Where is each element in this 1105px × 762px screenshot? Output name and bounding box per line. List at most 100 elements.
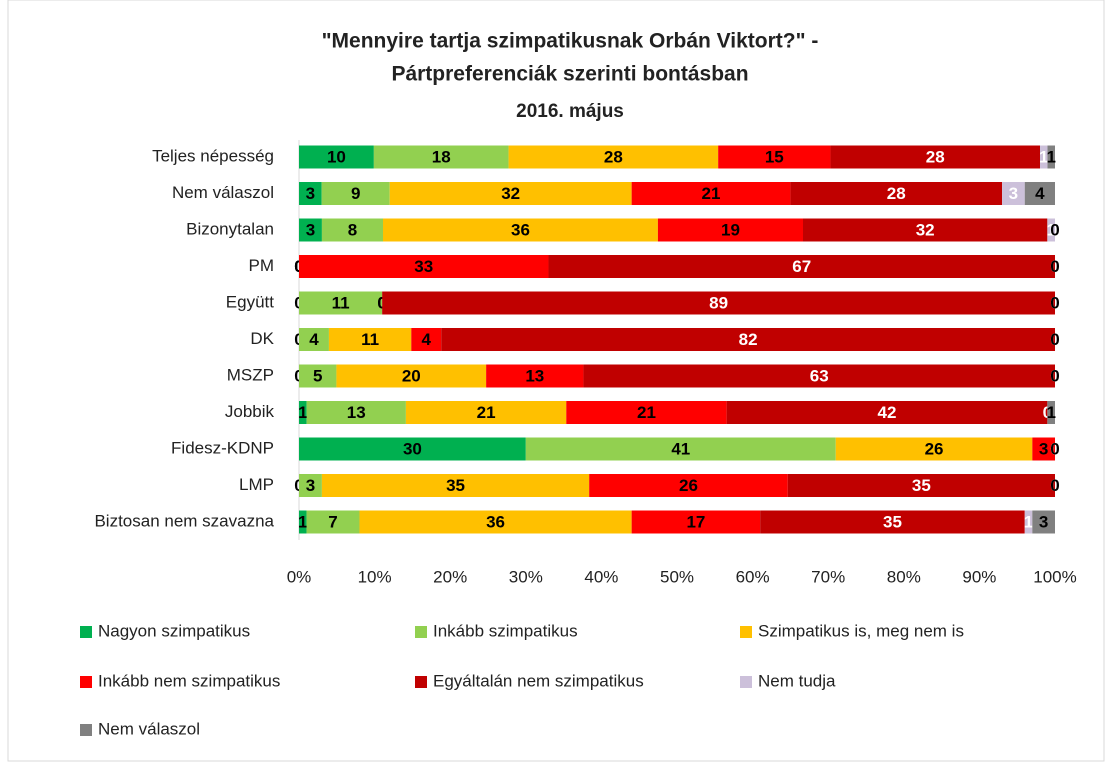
bar-segment [306,510,360,534]
bar-segment [299,328,329,351]
value-label: 1 [1047,147,1056,166]
value-label: 13 [347,403,366,422]
bar-segment [760,510,1025,534]
x-tick-label: 20% [433,567,467,586]
y-tick-label: Jobbik [225,402,275,421]
value-label: 0 [1050,476,1059,495]
x-tick-label: 10% [358,567,392,586]
value-label: 1 [1039,147,1048,166]
bar-segment [508,145,719,169]
bar-segment [1040,145,1048,169]
y-tick-label: Teljes népesség [152,146,274,165]
bar-segment [726,401,1048,424]
y-tick-label: MSZP [227,365,274,384]
value-label: 4 [1035,184,1045,203]
legend-label: Nem tudja [758,671,836,690]
value-label: 36 [511,220,530,239]
legend-swatch [80,676,92,688]
legend-label: Inkább nem szimpatikus [98,671,280,690]
value-label: 0 [1050,293,1059,312]
value-label: 3 [1039,512,1048,531]
value-label: 28 [604,147,623,166]
bar-segment [299,145,374,169]
bar-segment [657,218,803,242]
bar-segment [321,474,590,497]
bar-segment [583,364,1055,388]
value-label: 63 [810,366,829,385]
x-tick-label: 50% [660,567,694,586]
value-label: 89 [709,293,728,312]
bar-segment [321,218,383,242]
bar-segment [299,474,322,497]
value-label: 9 [351,184,360,203]
value-label: 0 [1050,476,1059,495]
legend-label: Inkább szimpatikus [433,621,578,640]
x-tick-label: 60% [736,567,770,586]
value-label: 26 [679,476,698,495]
bar-segment [299,401,307,424]
value-label: 32 [501,184,520,203]
bar-segment [306,401,406,424]
bar-segment [718,145,831,169]
value-label: 1 [1046,220,1055,239]
value-label: 30 [403,439,422,458]
bar-segment [321,182,390,205]
value-label: 18 [432,147,451,166]
value-label: 0 [1050,293,1059,312]
y-tick-label: Bizonytalan [186,219,274,238]
value-label: 35 [912,476,931,495]
bar-segment [525,437,836,461]
bar-segment [787,474,1055,497]
value-label: 3 [1009,184,1018,203]
value-label: 8 [348,220,357,239]
value-label: 7 [328,512,337,531]
bar-segment [1047,401,1055,424]
bar-segment [389,182,632,205]
value-label: 0 [1050,439,1059,458]
y-tick-label: Együtt [226,292,274,311]
value-label: 15 [765,147,784,166]
value-label: 0 [1050,366,1059,385]
value-label: 0 [1050,439,1059,458]
chart-title: "Mennyire tartja szimpatikusnak Orbán Vi… [322,30,819,53]
bar-segment [373,145,509,169]
value-label: 28 [926,147,945,166]
value-label: 0 [1050,257,1059,276]
bar-segment [441,328,1055,351]
value-label: 11 [332,293,350,312]
chart-subtitle: 2016. május [516,101,624,122]
bar-segment [328,328,412,351]
value-label: 21 [637,403,656,422]
legend-swatch [415,676,427,688]
value-label: 0 [1050,220,1059,239]
bar-segment [299,437,526,461]
y-tick-label: DK [250,329,274,348]
value-label: 20 [402,366,421,385]
value-label: 35 [883,512,902,531]
bar-segment [1024,182,1055,205]
bar-segment [631,510,761,534]
value-label: 4 [309,330,319,349]
x-tick-label: 40% [584,567,618,586]
chart-title-line2: Pártpreferenciák szerinti bontásban [391,63,748,86]
bar-segment [299,291,383,315]
bar-segment [835,437,1033,461]
bar-segment [299,218,322,242]
value-label: 19 [721,220,740,239]
value-label: 26 [925,439,944,458]
x-tick-label: 100% [1033,567,1076,586]
value-label: 42 [878,403,897,422]
value-label: 10 [327,147,346,166]
value-label: 67 [792,257,811,276]
value-label: 17 [686,512,705,531]
bar-segment [299,255,549,278]
bar-segment [486,364,584,388]
value-label: 1 [298,512,307,531]
value-label: 33 [414,257,433,276]
bar-segment [631,182,791,205]
bar-segment [411,328,442,351]
bar-segment [830,145,1041,169]
value-label: 41 [671,439,690,458]
bar-segment [383,218,658,242]
value-label: 5 [313,366,322,385]
